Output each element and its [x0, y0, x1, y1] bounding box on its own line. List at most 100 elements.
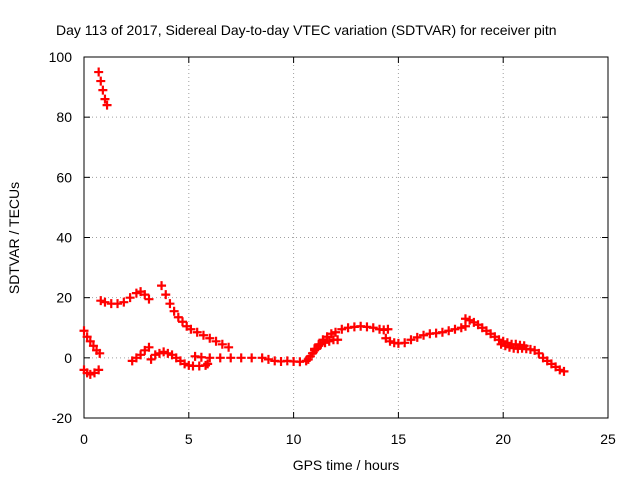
data-point — [333, 335, 343, 345]
data-point — [444, 326, 454, 336]
data-point — [173, 312, 183, 322]
data-point — [198, 330, 208, 340]
data-point — [406, 335, 416, 345]
series-seg-d — [127, 342, 154, 366]
data-point — [555, 365, 565, 375]
data-point — [419, 330, 429, 340]
data-point — [113, 299, 123, 309]
x-tick-label: 10 — [286, 431, 302, 447]
data-point — [79, 326, 89, 336]
series-seg-g — [190, 351, 311, 367]
data-point — [140, 290, 150, 300]
data-point — [165, 299, 175, 309]
data-point — [161, 290, 171, 300]
data-point — [460, 321, 470, 331]
data-point — [157, 281, 167, 291]
data-point — [215, 353, 225, 363]
data-point — [131, 288, 141, 298]
data-point — [331, 327, 341, 337]
data-point — [82, 332, 92, 342]
data-point — [385, 336, 395, 346]
plot-frame — [83, 56, 609, 419]
y-tick-label: 100 — [49, 49, 73, 65]
data-point — [203, 359, 213, 369]
series-seg-c — [96, 287, 154, 309]
data-point — [136, 350, 146, 360]
data-point — [257, 353, 267, 363]
x-tick-label: 15 — [391, 431, 407, 447]
data-point — [144, 342, 154, 352]
data-point — [437, 327, 447, 337]
data-point — [337, 324, 347, 334]
data-point — [500, 341, 510, 351]
data-point — [85, 369, 95, 379]
data-point — [95, 348, 105, 358]
x-tick-labels: 0 5 10 15 20 25 — [80, 431, 616, 447]
data-point — [192, 327, 202, 337]
series-seg-e — [146, 347, 213, 371]
data-point — [314, 339, 324, 349]
y-tick-label: 20 — [56, 290, 72, 306]
x-tick-label: 20 — [495, 431, 511, 447]
data-point — [94, 67, 104, 77]
data-point — [247, 353, 257, 363]
series-seg-top — [94, 67, 112, 110]
data-point — [196, 352, 206, 362]
x-tick-label: 5 — [185, 431, 193, 447]
y-axis-label: SDTVAR / TECUs — [6, 182, 22, 294]
data-point — [324, 336, 334, 346]
data-point — [85, 336, 95, 346]
data-point — [236, 353, 246, 363]
data-point — [150, 350, 160, 360]
data-point — [211, 336, 221, 346]
data-point — [180, 359, 190, 369]
grid — [84, 57, 608, 418]
data-point — [534, 348, 544, 358]
series-seg-j — [381, 321, 470, 348]
y-tick-label: 0 — [64, 350, 72, 366]
series-seg-i — [310, 321, 393, 354]
y-tick-label: 40 — [56, 230, 72, 246]
data-point — [102, 100, 112, 110]
series-seg-l — [496, 339, 569, 376]
data-point — [217, 339, 227, 349]
data-point — [368, 323, 378, 333]
data-point — [456, 323, 466, 333]
series-seg-f — [157, 281, 234, 352]
data-point — [226, 353, 236, 363]
data-point — [119, 297, 129, 307]
x-tick-label: 25 — [600, 431, 616, 447]
data-point — [559, 366, 569, 376]
data-point — [163, 348, 173, 358]
data-point — [383, 324, 393, 334]
axis-ticks — [83, 56, 609, 419]
data-point — [400, 338, 410, 348]
y-tick-label: -20 — [52, 410, 72, 426]
y-tick-labels: -20 0 20 40 60 80 100 — [49, 49, 73, 426]
data-point — [100, 94, 110, 104]
data-point — [154, 348, 164, 358]
series-seg-a — [79, 326, 105, 358]
data-point — [450, 324, 460, 334]
data-point — [125, 293, 135, 303]
data-point — [460, 314, 470, 324]
data-point — [494, 335, 504, 345]
x-tick-label: 0 — [80, 431, 88, 447]
data-point — [100, 297, 110, 307]
data-point — [96, 76, 106, 86]
data-point — [496, 339, 506, 349]
data-point — [326, 329, 336, 339]
data-point — [310, 344, 320, 354]
data-point — [98, 85, 108, 95]
data-point — [412, 332, 422, 342]
data-point — [205, 333, 215, 343]
data-point — [186, 324, 196, 334]
data-point — [88, 341, 98, 351]
data-point — [205, 353, 215, 363]
y-tick-label: 60 — [56, 169, 72, 185]
data-point — [146, 354, 156, 364]
data-points — [79, 67, 569, 379]
series-seg-b — [79, 365, 104, 379]
data-point — [94, 365, 104, 375]
